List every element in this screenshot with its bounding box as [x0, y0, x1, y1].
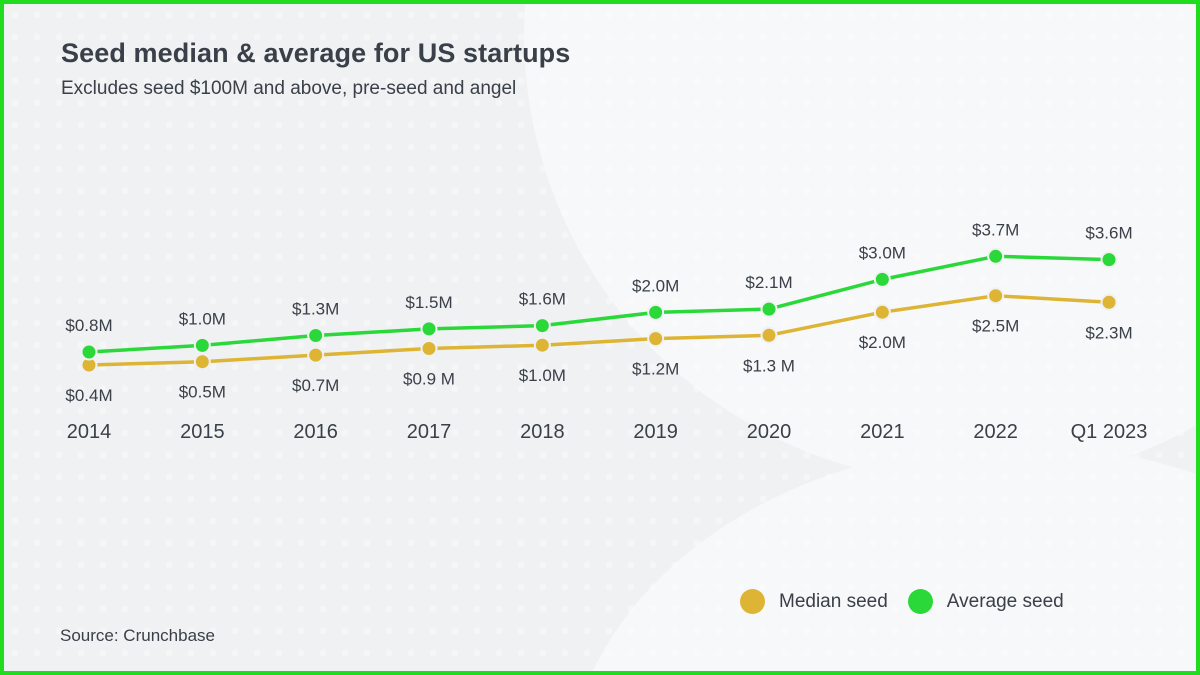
- average-seed-point: [873, 270, 891, 288]
- average-seed-data-label: $1.3M: [292, 300, 339, 319]
- average-seed-data-label: $3.7M: [972, 220, 1019, 239]
- average-seed-point: [80, 343, 98, 361]
- median-seed-data-label: $0.5M: [179, 383, 226, 402]
- x-tick-label: Q1 2023: [1071, 421, 1148, 443]
- median-seed-line: [88, 293, 1110, 367]
- median-seed-data-label: $0.9 M: [403, 370, 455, 389]
- median-seed-point: [193, 353, 211, 371]
- median-seed-data-label: $2.0M: [859, 333, 906, 352]
- legend-label-median: Median seed: [779, 590, 888, 612]
- x-tick-label: 2020: [747, 421, 792, 443]
- median-seed-point: [760, 326, 778, 344]
- median-seed-data-label: $0.7M: [292, 376, 339, 395]
- chart-frame: Seed median & average for US startups Ex…: [4, 4, 1196, 671]
- median-seed-point: [307, 346, 325, 364]
- average-seed-data-label: $2.1M: [745, 273, 792, 292]
- x-tick-label: 2016: [293, 421, 338, 443]
- median-seed-data-label: $1.2M: [632, 360, 679, 379]
- x-tick-label: 2018: [520, 421, 565, 443]
- median-seed-point: [420, 340, 438, 357]
- average-seed-point: [987, 247, 1005, 265]
- average-seed-data-label: $3.0M: [859, 243, 906, 262]
- average-seed-point: [307, 327, 325, 344]
- median-seed-data-label: $1.3 M: [743, 356, 795, 375]
- average-seed-data-label: $0.8M: [65, 316, 112, 335]
- median-seed-point: [987, 287, 1005, 305]
- average-seed-data-label: $1.5M: [405, 293, 452, 312]
- median-seed-point: [1100, 293, 1118, 311]
- average-seed-point: [760, 300, 778, 318]
- median-seed-data-label: $1.0M: [519, 366, 566, 385]
- x-tick-label: 2019: [633, 421, 678, 443]
- median-seed-point: [873, 303, 891, 321]
- average-seed-point: [533, 317, 551, 335]
- average-seed-point: [420, 320, 438, 338]
- legend: Median seed Average seed: [740, 589, 1084, 614]
- line-chart: $0.4M $0.5M $0.7M $0.9 M $1.0M $1.2M $1.3 M $2.…: [65, 220, 1148, 443]
- average-seed-point: [193, 336, 211, 354]
- average-seed-point: [647, 303, 665, 321]
- x-tick-label: 2017: [407, 421, 452, 443]
- median-seed-data-label: $0.4M: [65, 386, 112, 405]
- median-seed-point: [647, 330, 665, 348]
- x-tick-label: 2014: [67, 421, 112, 443]
- legend-swatch-median: [740, 589, 765, 614]
- source-note: Source: Crunchbase: [60, 626, 215, 645]
- average-seed-line: [88, 254, 1110, 354]
- average-seed-data-label: $2.0M: [632, 276, 679, 295]
- chart-subtitle: Excludes seed $100M and above, pre-seed …: [61, 78, 517, 99]
- x-tick-label: 2021: [860, 421, 905, 443]
- legend-swatch-average: [907, 589, 933, 614]
- x-tick-label: 2015: [180, 421, 225, 443]
- legend-item-median: Median seed: [740, 589, 888, 614]
- average-seed-data-label: $1.0M: [179, 309, 226, 328]
- median-seed-data-label: $2.5M: [972, 317, 1019, 336]
- legend-item-average: Average seed: [907, 589, 1064, 614]
- median-seed-point: [533, 336, 551, 354]
- average-seed-data-label: $3.6M: [1085, 224, 1132, 243]
- median-seed-data-label: $2.3M: [1085, 323, 1132, 342]
- x-tick-label: 2022: [973, 421, 1018, 443]
- average-seed-data-label: $1.6M: [519, 290, 566, 309]
- legend-label-average: Average seed: [946, 590, 1064, 612]
- average-seed-point: [1100, 251, 1118, 269]
- chart-title: Seed median & average for US startups: [61, 38, 571, 68]
